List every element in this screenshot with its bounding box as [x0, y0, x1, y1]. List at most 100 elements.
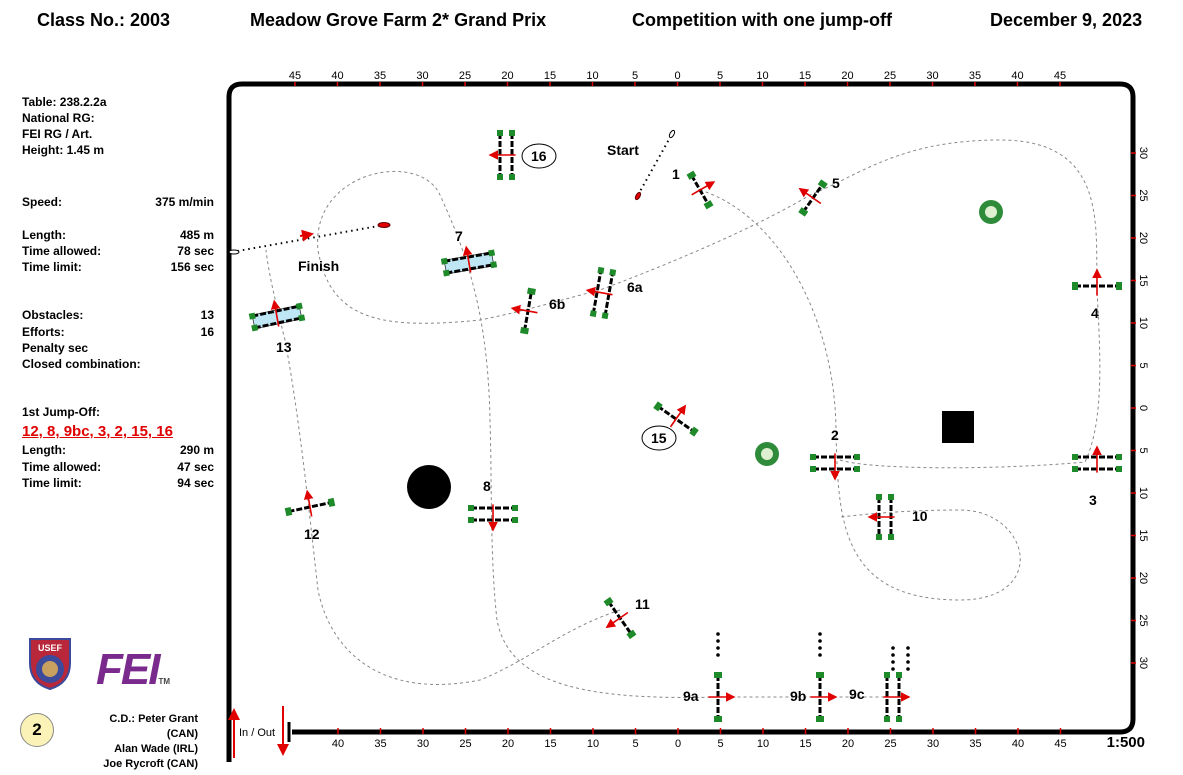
bottom-tick-label: 25: [459, 738, 471, 750]
bottom-tick-label: 35: [969, 738, 981, 750]
fence-label-12: 12: [304, 526, 320, 542]
time-allowed-label: Time allowed:: [22, 244, 102, 258]
fence-label-6b: 6b: [549, 296, 565, 312]
top-tick-label: 15: [799, 70, 811, 82]
length-value: 485 m: [179, 228, 214, 242]
distance-marker-dot: [891, 667, 895, 671]
fence-label-3: 3: [1089, 492, 1097, 508]
height: Height: 1.45 m: [22, 143, 105, 157]
fence-label-2: 2: [831, 427, 839, 443]
distance-marker-dot: [716, 653, 720, 657]
distance-marker-dot: [818, 646, 822, 650]
distance-marker-dot: [891, 653, 895, 657]
fence-label-15: 15: [651, 430, 667, 446]
fence-label-13: 13: [276, 339, 292, 355]
efforts-label: Efforts:: [22, 325, 65, 339]
bottom-tick-label: 15: [799, 738, 811, 750]
right-axis-ticks: 30 25 20 15 10 5 0 5 10 15 20 25 30: [1131, 147, 1149, 669]
top-tick-label: 40: [1011, 70, 1023, 82]
competition-title: Meadow Grove Farm 2* Grand Prix: [250, 10, 547, 30]
distance-marker-dot: [818, 653, 822, 657]
course-track: [265, 139, 1101, 698]
right-tick-label: 30: [1137, 147, 1149, 159]
distance-marker-dot: [906, 667, 910, 671]
time-allowed-value: 78 sec: [177, 244, 214, 258]
top-tick-label: 40: [331, 70, 343, 82]
fence-label-5: 5: [832, 175, 840, 191]
right-tick-label: 20: [1137, 232, 1149, 244]
fence-label-10: 10: [912, 508, 928, 524]
bottom-tick-label: 30: [417, 738, 429, 750]
national-rg: National RG:: [22, 111, 95, 125]
jo-length-value: 290 m: [179, 443, 214, 457]
closed-combination: Closed combination:: [22, 357, 141, 371]
course-designer: C.D.: Peter Grant (CAN): [109, 713, 198, 740]
course-designers: C.D.: Peter Grant (CAN) Alan Wade (IRL) …: [80, 712, 198, 772]
distance-marker-dot: [891, 660, 895, 664]
bottom-tick-label: 10: [757, 738, 769, 750]
top-tick-label: 45: [289, 70, 301, 82]
fence-label-7: 7: [455, 228, 463, 244]
right-tick-label: 10: [1137, 487, 1149, 499]
fence-label-8: 8: [483, 478, 491, 494]
jo-time-limit-row: Time limit: 94 sec: [22, 475, 214, 491]
distance-marker-dot: [891, 646, 895, 650]
time-allowed-row: Time allowed: 78 sec: [22, 243, 214, 259]
arena-border: [226, 81, 1136, 762]
start-line: [637, 133, 673, 196]
bottom-tick-label: 10: [587, 738, 599, 750]
speed-label: Speed:: [22, 195, 63, 209]
right-tick-label: 0: [1137, 405, 1149, 411]
top-tick-label: 20: [501, 70, 513, 82]
page-badge: 2: [20, 713, 54, 747]
fence-7-direction-arrow: [462, 245, 473, 273]
obstacles-value: 13: [200, 308, 214, 322]
bottom-tick-label: 0: [675, 738, 681, 750]
distance-marker-dot: [818, 632, 822, 636]
fei-logo: FEITM: [96, 645, 171, 694]
fei-rg: FEI RG / Art.: [22, 127, 93, 141]
right-tick-label: 15: [1137, 529, 1149, 541]
jo-time-allowed-label: Time allowed:: [22, 460, 102, 474]
fence-12-direction-arrow: [303, 489, 314, 517]
fence-13-direction-arrow: [270, 299, 281, 327]
finish-line: [231, 224, 385, 253]
competition-type: Competition with one jump-off: [632, 10, 892, 30]
bottom-tick-label: 30: [927, 738, 939, 750]
fence-label-9a: 9a: [683, 688, 699, 704]
length-row: Length: 485 m: [22, 227, 214, 243]
assistant-designer: Alan Wade (IRL): [114, 743, 198, 755]
top-tick-label: 25: [884, 70, 896, 82]
competition-date: December 9, 2023: [990, 10, 1143, 30]
speed-value: 375 m/min: [155, 195, 214, 209]
obstacles-label: Obstacles:: [22, 308, 84, 322]
right-tick-label: 20: [1137, 572, 1149, 584]
jo-length-label: Length:: [22, 443, 66, 457]
right-tick-label: 15: [1137, 274, 1149, 286]
distance-marker-dot: [716, 639, 720, 643]
top-tick-label: 30: [926, 70, 938, 82]
top-tick-label: 10: [756, 70, 768, 82]
jo-time-allowed-row: Time allowed: 47 sec: [22, 459, 214, 475]
fence-label-9b: 9b: [790, 688, 806, 704]
distance-marker-dot: [716, 646, 720, 650]
top-tick-label: 35: [969, 70, 981, 82]
efforts-value: 16: [200, 325, 214, 339]
top-tick-label: 5: [632, 70, 638, 82]
distance-marker-dot: [906, 646, 910, 650]
start-label: Start: [607, 142, 639, 158]
top-tick-label: 25: [459, 70, 471, 82]
bottom-tick-label: 5: [632, 738, 638, 750]
jo-length-row: Length: 290 m: [22, 442, 214, 458]
top-tick-label: 20: [841, 70, 853, 82]
fence-15-direction-arrow: [669, 404, 687, 428]
right-tick-label: 10: [1137, 317, 1149, 329]
distance-marker-dot: [818, 639, 822, 643]
right-tick-label: 5: [1137, 362, 1149, 368]
top-tick-label: 5: [717, 70, 723, 82]
penalty-sec: Penalty sec: [22, 341, 89, 355]
distance-marker-dot: [906, 653, 910, 657]
top-tick-label: 15: [544, 70, 556, 82]
right-tick-label: 5: [1137, 447, 1149, 453]
